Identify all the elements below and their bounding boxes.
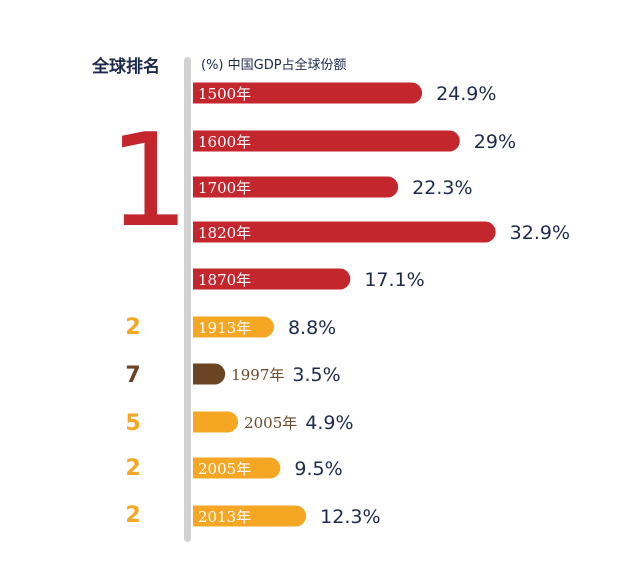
rank-label-1997: 7 — [125, 363, 141, 388]
bar-6 — [193, 363, 226, 385]
value-label-5: 8.8% — [288, 317, 336, 339]
value-label-1: 29% — [474, 131, 516, 153]
axis-line — [184, 57, 191, 542]
rank-label-2005a: 5 — [125, 411, 141, 436]
bar-2 — [193, 176, 399, 198]
year-label-3: 1820年 — [198, 224, 251, 242]
year-label-7: 2005年 — [244, 414, 297, 432]
value-label-4: 17.1% — [364, 269, 424, 291]
year-label-6: 1997年 — [231, 366, 284, 384]
year-label-9: 2013年 — [198, 508, 251, 526]
year-label-2: 1700年 — [198, 179, 251, 197]
bar-0 — [193, 82, 423, 104]
bar-5 — [193, 316, 274, 338]
bar-8 — [193, 457, 281, 479]
year-label-5: 1913年 — [198, 319, 251, 337]
rank-label-1913: 2 — [125, 315, 141, 340]
chart-title: (%) 中国GDP占全球份额 — [201, 58, 347, 73]
bar-3 — [193, 221, 496, 243]
bar-7 — [193, 411, 239, 433]
value-label-0: 24.9% — [436, 83, 496, 105]
bar-1 — [193, 130, 460, 152]
year-label-0: 1500年 — [198, 85, 251, 103]
value-label-9: 12.3% — [320, 506, 380, 528]
value-label-7: 4.9% — [305, 412, 353, 434]
year-label-8: 2005年 — [198, 460, 251, 478]
value-label-6: 3.5% — [292, 364, 340, 386]
bar-9 — [193, 505, 307, 527]
year-label-4: 1870年 — [198, 271, 251, 289]
value-label-8: 9.5% — [294, 458, 342, 480]
rank-label-2013: 2 — [125, 503, 141, 528]
value-label-3: 32.9% — [510, 222, 570, 244]
bar-4 — [193, 268, 351, 290]
value-label-2: 22.3% — [412, 177, 472, 199]
rank-heading: 全球排名 — [92, 57, 160, 77]
year-label-1: 1600年 — [198, 133, 251, 151]
rank-label-2005b: 2 — [125, 456, 141, 481]
